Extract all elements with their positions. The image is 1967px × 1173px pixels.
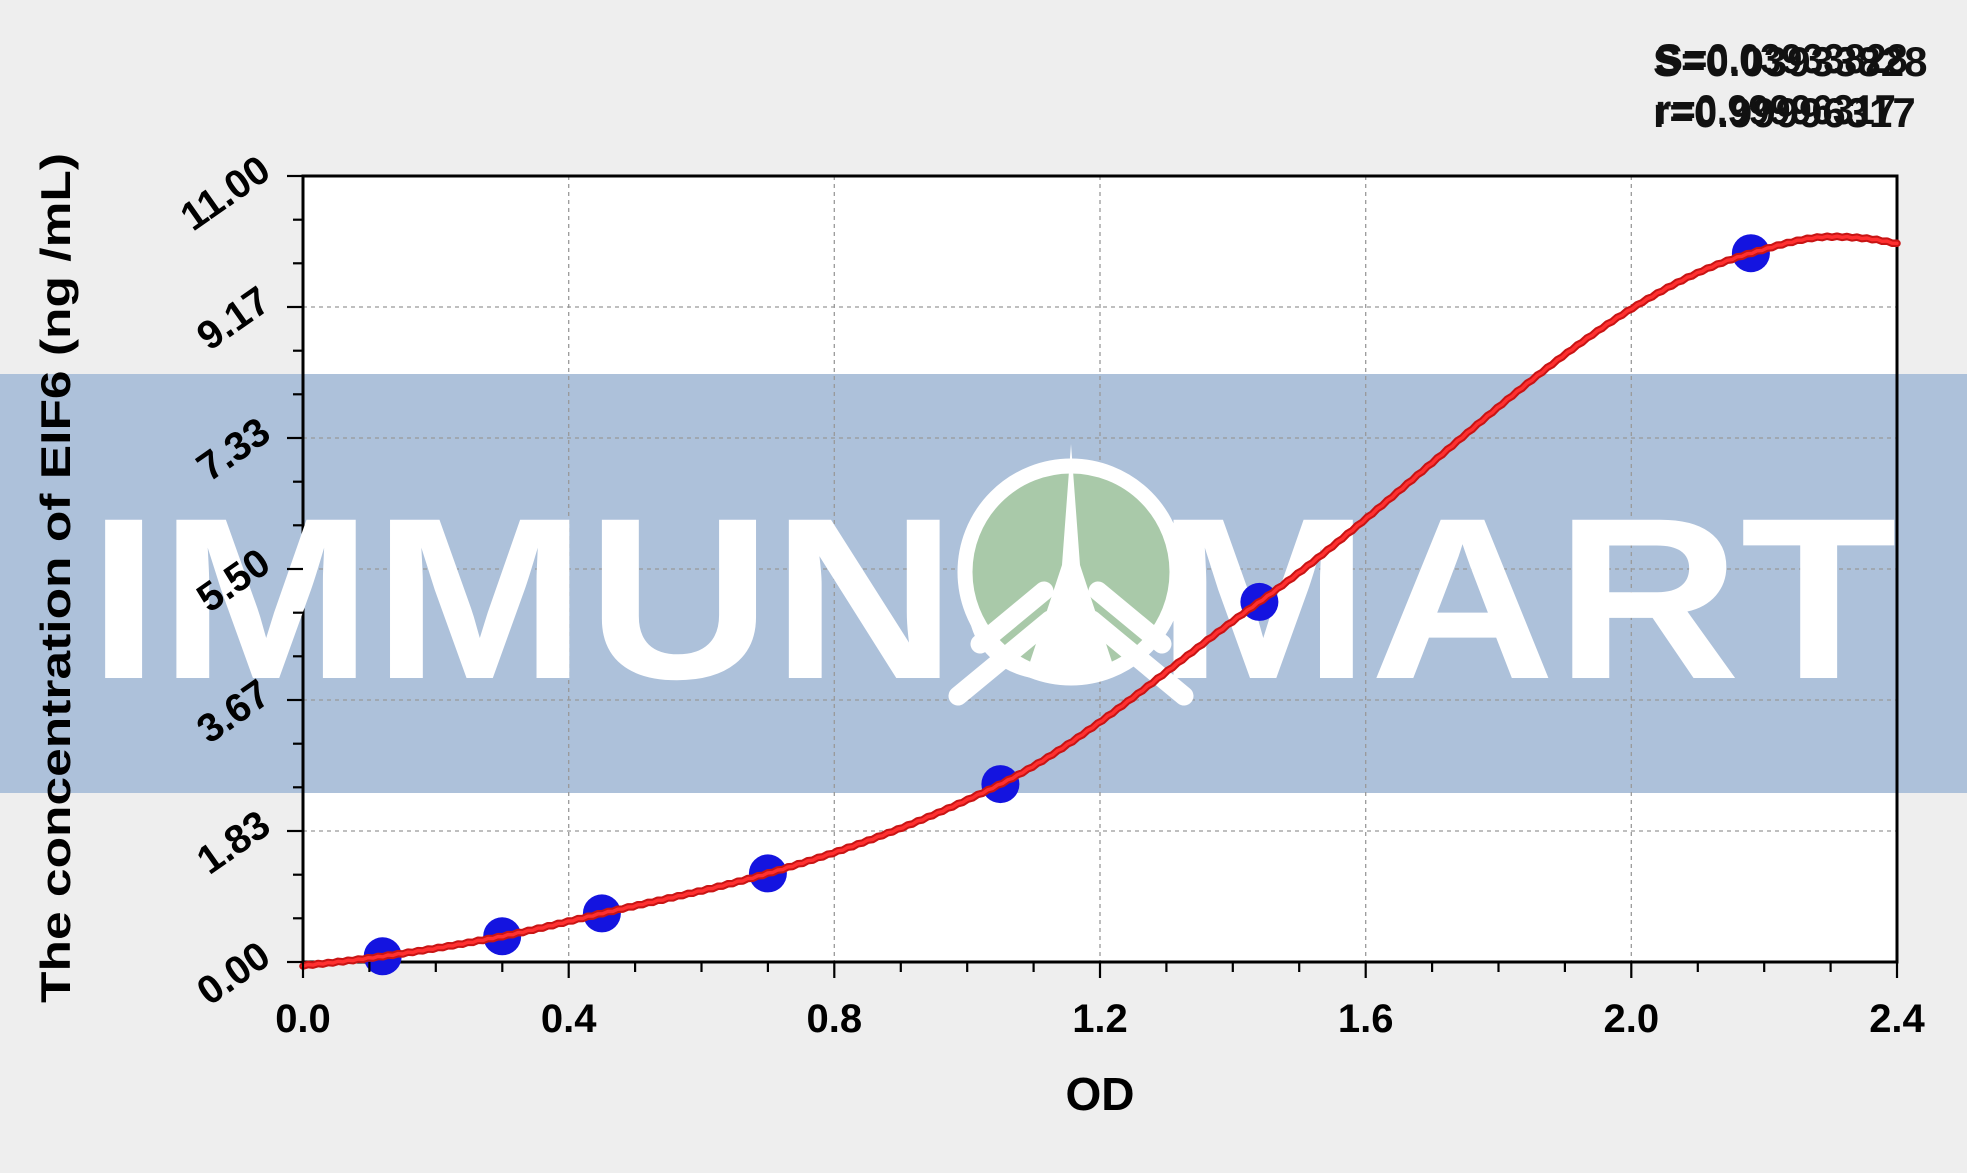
svg-text:0.8: 0.8 <box>806 997 862 1041</box>
svg-text:OD: OD <box>1066 1068 1135 1120</box>
svg-text:1.6: 1.6 <box>1338 997 1394 1041</box>
svg-text:0.4: 0.4 <box>541 997 597 1041</box>
svg-text:1.2: 1.2 <box>1072 997 1128 1041</box>
svg-text:2.0: 2.0 <box>1603 997 1659 1041</box>
svg-text:S=0.03933828: S=0.03933828 <box>1655 35 1908 82</box>
svg-text:0.0: 0.0 <box>275 997 331 1041</box>
svg-text:r=0.99996317: r=0.99996317 <box>1655 86 1896 133</box>
svg-text:2.4: 2.4 <box>1869 997 1925 1041</box>
svg-text:The concentration of EIF6 (ng: The concentration of EIF6 (ng /mL) <box>32 153 79 1003</box>
